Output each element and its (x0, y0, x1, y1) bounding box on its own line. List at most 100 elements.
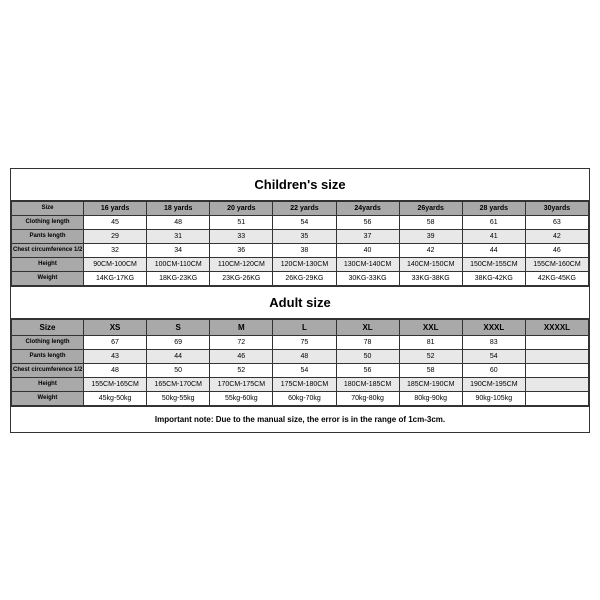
col-xxxxl: XXXXL (525, 319, 588, 335)
adult-table: Size XS S M L XL XXL XXXL XXXXL Clothing… (11, 319, 589, 406)
row-label: Height (12, 257, 84, 271)
cell: 120CM-130CM (273, 257, 336, 271)
cell: 46 (525, 243, 588, 257)
col-s: S (147, 319, 210, 335)
cell (525, 377, 588, 391)
col-xxxl: XXXL (462, 319, 525, 335)
row-label: Chest circumference 1/2 (12, 243, 84, 257)
cell: 29 (84, 229, 147, 243)
cell: 48 (273, 349, 336, 363)
cell: 32 (84, 243, 147, 257)
col-l: L (273, 319, 336, 335)
col-xs: XS (84, 319, 147, 335)
col-30: 30yards (525, 201, 588, 215)
col-16: 16 yards (84, 201, 147, 215)
row-label: Pants length (12, 229, 84, 243)
cell: 52 (399, 349, 462, 363)
col-m: M (210, 319, 273, 335)
row-label: Clothing length (12, 335, 84, 349)
cell: 42 (525, 229, 588, 243)
row-label: Chest circumference 1/2 (12, 363, 84, 377)
children-title: Children's size (11, 169, 589, 201)
cell: 67 (84, 335, 147, 349)
cell: 61 (462, 215, 525, 229)
cell: 180CM-185CM (336, 377, 399, 391)
cell: 37 (336, 229, 399, 243)
cell: 35 (273, 229, 336, 243)
cell: 81 (399, 335, 462, 349)
size-chart: Children's size Size 16 yards 18 yards 2… (10, 168, 590, 433)
cell: 33KG-38KG (399, 271, 462, 285)
col-28: 28 yards (462, 201, 525, 215)
cell: 38 (273, 243, 336, 257)
cell: 75 (273, 335, 336, 349)
cell: 33 (210, 229, 273, 243)
table-row: Pants length 43 44 46 48 50 52 54 (12, 349, 589, 363)
cell: 23KG-26KG (210, 271, 273, 285)
table-row: Height 90CM-100CM 100CM-110CM 110CM-120C… (12, 257, 589, 271)
col-xl: XL (336, 319, 399, 335)
cell: 80kg-90kg (399, 391, 462, 405)
adult-header-row: Size XS S M L XL XXL XXXL XXXXL (12, 319, 589, 335)
row-label: Clothing length (12, 215, 84, 229)
cell: 34 (147, 243, 210, 257)
cell: 56 (336, 363, 399, 377)
cell: 140CM-150CM (399, 257, 462, 271)
cell: 58 (399, 363, 462, 377)
col-20: 20 yards (210, 201, 273, 215)
cell: 42 (399, 243, 462, 257)
cell: 41 (462, 229, 525, 243)
row-label: Weight (12, 391, 84, 405)
col-26: 26yards (399, 201, 462, 215)
table-row: Weight 45kg-50kg 50kg-55kg 55kg-60kg 60k… (12, 391, 589, 405)
col-22: 22 yards (273, 201, 336, 215)
cell: 56 (336, 215, 399, 229)
cell: 100CM-110CM (147, 257, 210, 271)
cell: 18KG-23KG (147, 271, 210, 285)
cell: 190CM-195CM (462, 377, 525, 391)
cell: 185CM-190CM (399, 377, 462, 391)
row-label: Height (12, 377, 84, 391)
cell (525, 363, 588, 377)
cell (525, 349, 588, 363)
children-header-row: Size 16 yards 18 yards 20 yards 22 yards… (12, 201, 589, 215)
cell: 50 (336, 349, 399, 363)
cell: 45kg-50kg (84, 391, 147, 405)
cell: 165CM-170CM (147, 377, 210, 391)
cell: 55kg-60kg (210, 391, 273, 405)
cell: 50kg-55kg (147, 391, 210, 405)
cell: 60kg-70kg (273, 391, 336, 405)
cell: 46 (210, 349, 273, 363)
cell: 72 (210, 335, 273, 349)
col-size: Size (12, 201, 84, 215)
cell: 30KG-33KG (336, 271, 399, 285)
cell: 44 (462, 243, 525, 257)
cell: 69 (147, 335, 210, 349)
cell: 38KG-42KG (462, 271, 525, 285)
important-note: Important note: Due to the manual size, … (11, 406, 589, 432)
cell: 36 (210, 243, 273, 257)
cell: 54 (462, 349, 525, 363)
cell: 155CM-160CM (525, 257, 588, 271)
cell (525, 335, 588, 349)
table-row: Height 155CM-165CM 165CM-170CM 170CM-175… (12, 377, 589, 391)
row-label: Weight (12, 271, 84, 285)
cell (525, 391, 588, 405)
cell: 63 (525, 215, 588, 229)
cell: 48 (147, 215, 210, 229)
table-row: Clothing length 67 69 72 75 78 81 83 (12, 335, 589, 349)
cell: 150CM-155CM (462, 257, 525, 271)
table-row: Pants length 29 31 33 35 37 39 41 42 (12, 229, 589, 243)
cell: 70kg-80kg (336, 391, 399, 405)
cell: 90CM-100CM (84, 257, 147, 271)
cell: 51 (210, 215, 273, 229)
cell: 54 (273, 215, 336, 229)
cell: 39 (399, 229, 462, 243)
cell: 44 (147, 349, 210, 363)
table-row: Clothing length 45 48 51 54 56 58 61 63 (12, 215, 589, 229)
col-24: 24yards (336, 201, 399, 215)
col-size: Size (12, 319, 84, 335)
col-xxl: XXL (399, 319, 462, 335)
cell: 26KG-29KG (273, 271, 336, 285)
cell: 175CM-180CM (273, 377, 336, 391)
